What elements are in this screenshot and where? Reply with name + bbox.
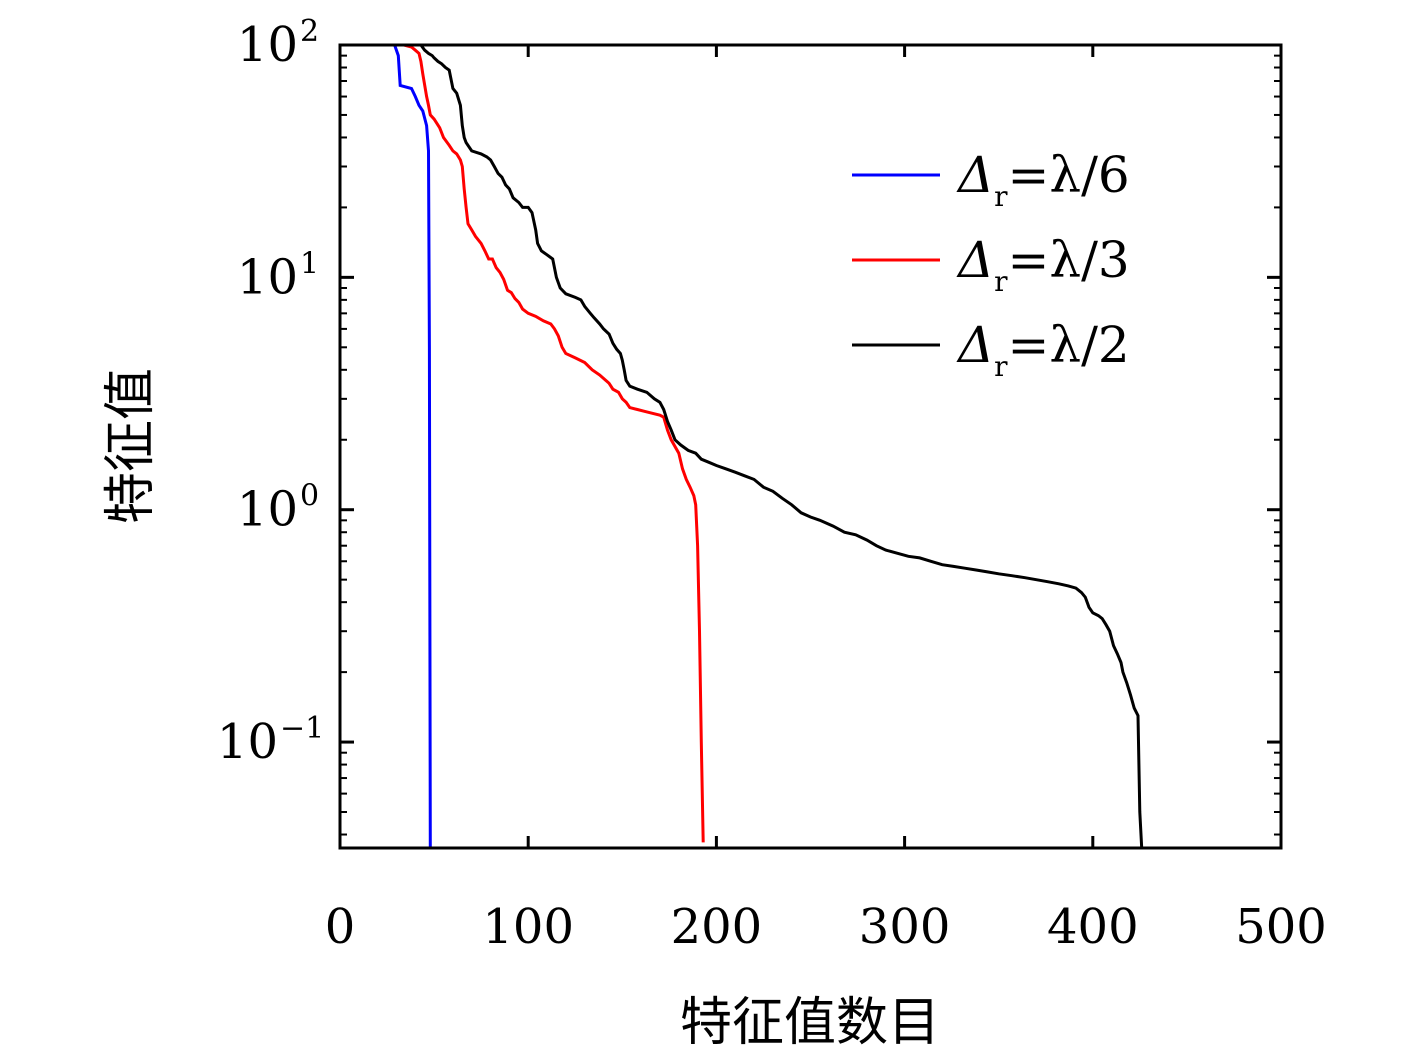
x-tick-label: 400 bbox=[1047, 899, 1139, 955]
y-tick-exponent: −1 bbox=[280, 711, 324, 746]
y-tick-label: 10 bbox=[237, 482, 298, 538]
y-tick-label: 10 bbox=[217, 714, 278, 770]
x-tick-label: 200 bbox=[671, 899, 763, 955]
y-tick-exponent: 1 bbox=[300, 246, 319, 281]
x-tick-label: 300 bbox=[859, 899, 951, 955]
legend-label: Δr=λ/6 bbox=[956, 146, 1130, 213]
y-tick-exponent: 0 bbox=[300, 479, 319, 514]
x-tick-label: 100 bbox=[482, 899, 574, 955]
y-tick-label: 10 bbox=[237, 17, 298, 73]
axes bbox=[338, 43, 1283, 850]
x-axis-title: 特征值数目 bbox=[680, 993, 940, 1053]
plot-area bbox=[393, 45, 1144, 848]
y-axis-title: 特征值 bbox=[101, 368, 161, 524]
legend: Δr=λ/6 Δr=λ/3 Δr=λ/2 bbox=[852, 146, 1130, 383]
y-tick-exponent: 2 bbox=[300, 14, 319, 49]
series-line-2 bbox=[403, 45, 705, 843]
x-tick-label: 0 bbox=[325, 899, 356, 955]
legend-label: Δr=λ/2 bbox=[956, 316, 1130, 383]
series-line-1 bbox=[393, 45, 432, 848]
y-tick-label: 10 bbox=[237, 249, 298, 305]
legend-label: Δr=λ/3 bbox=[956, 231, 1130, 298]
plot-frame bbox=[338, 43, 1283, 850]
series-line-3 bbox=[407, 45, 1144, 848]
x-tick-label: 500 bbox=[1235, 899, 1327, 955]
